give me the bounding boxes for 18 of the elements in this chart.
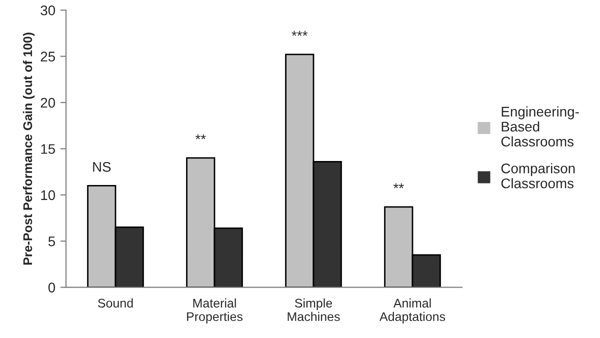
annotation: ** xyxy=(393,183,404,188)
y-tick-label: 15 xyxy=(41,144,56,154)
y-tick-label: 25 xyxy=(40,52,56,62)
x-tick-label: Material Properties xyxy=(187,298,243,324)
annotation: ** xyxy=(195,134,206,140)
y-axis-title: Pre-Post Performance Gain (out of 100) xyxy=(22,32,35,265)
annotation: NS xyxy=(93,162,111,172)
annotation: *** xyxy=(292,30,308,36)
x-tick-label: Simple Machines xyxy=(288,298,340,322)
y-tick-label: 20 xyxy=(40,98,56,108)
x-tick-label: Animal Adaptations xyxy=(380,298,446,324)
x-tick-label: Sound xyxy=(98,298,133,308)
y-tick-label: 30 xyxy=(40,5,56,16)
legend-label: Comparison Classrooms xyxy=(501,163,575,188)
y-tick-label: 0 xyxy=(48,282,56,292)
y-tick-label: 10 xyxy=(41,190,56,200)
y-tick-label: 5 xyxy=(48,236,55,246)
legend-label: Engineering- Based Classrooms xyxy=(501,106,579,147)
